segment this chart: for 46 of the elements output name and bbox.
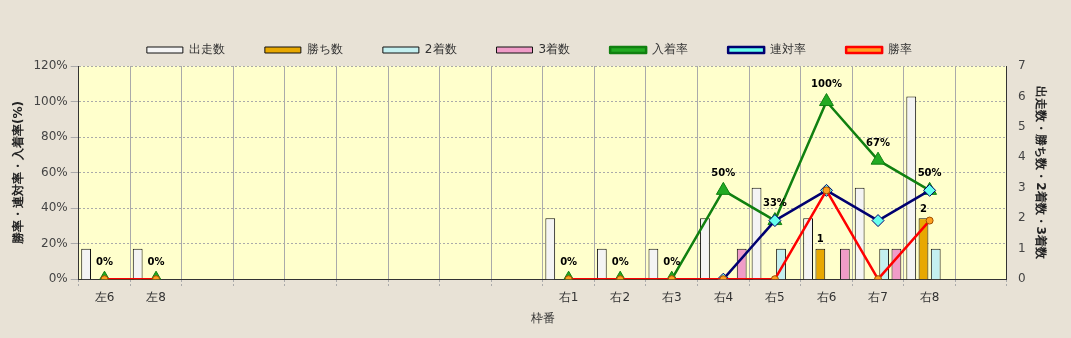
x-axis-title: 枠番 — [529, 310, 555, 325]
x-tick-label: 右6 — [816, 289, 837, 304]
x-tick-label: 右5 — [765, 289, 785, 304]
x-tick-label: 右2 — [610, 289, 631, 304]
data-label: 1 — [816, 233, 824, 245]
y-tick-label: 40% — [41, 200, 68, 215]
data-label: 100% — [811, 78, 842, 90]
y-tick-label: 0% — [48, 271, 68, 286]
legend-label: 入着率 — [652, 42, 689, 57]
data-label: 0% — [147, 255, 165, 267]
y2-tick-label: 0 — [1017, 271, 1026, 286]
legend-label: 出走数 — [188, 42, 225, 57]
data-label: 50% — [917, 166, 942, 178]
data-label: 50% — [711, 166, 736, 178]
y2-tick-label: 1 — [1017, 240, 1026, 255]
x-tick-label: 右7 — [868, 289, 888, 304]
legend-label: 連対率 — [770, 42, 807, 57]
y-tick-label: 120% — [33, 58, 68, 73]
data-label: 0% — [96, 255, 113, 267]
data-label: 67% — [866, 136, 891, 148]
data-label: 2 — [920, 202, 927, 214]
y-axis-title: 勝率・連対率・入着率(%) — [11, 101, 26, 246]
data-label: 0% — [560, 255, 578, 267]
x-tick-label: 右4 — [713, 289, 734, 304]
legend-label: 勝率 — [888, 42, 913, 57]
x-tick-label: 右1 — [558, 289, 579, 304]
y-tick-label: 60% — [41, 164, 68, 179]
x-tick-label: 右8 — [919, 289, 940, 304]
y2-axis-title: 出走数・勝ち数・2着数・3着数 — [1033, 86, 1048, 260]
legend-label: 3着数 — [538, 42, 571, 57]
data-label: 0% — [663, 255, 681, 267]
y-tick-label: 80% — [41, 129, 68, 144]
y2-tick-label: 3 — [1017, 179, 1026, 194]
y2-tick-label: 6 — [1017, 88, 1026, 103]
y2-tick-label: 5 — [1017, 119, 1026, 134]
y-tick-label: 20% — [41, 235, 68, 250]
y-tick-label: 100% — [33, 93, 68, 108]
x-tick-label: 左8 — [146, 289, 166, 304]
legend-label: 2着数 — [424, 42, 457, 57]
legend-label: 勝ち数 — [306, 42, 343, 57]
y2-tick-label: 7 — [1017, 58, 1026, 73]
y2-tick-label: 2 — [1017, 210, 1026, 225]
x-tick-label: 右3 — [661, 289, 682, 304]
data-label: 0% — [611, 255, 629, 267]
y2-tick-label: 4 — [1017, 149, 1026, 164]
x-tick-label: 左6 — [94, 289, 115, 304]
